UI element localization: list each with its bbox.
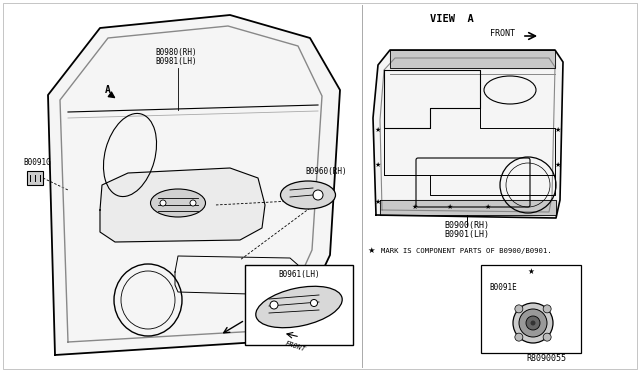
- Text: B0961(LH): B0961(LH): [278, 270, 320, 279]
- Circle shape: [160, 200, 166, 206]
- Text: ★: ★: [367, 246, 375, 255]
- Text: ★: ★: [412, 204, 418, 210]
- Text: ★: ★: [375, 162, 381, 168]
- Circle shape: [515, 333, 523, 341]
- Text: R8090055: R8090055: [526, 354, 566, 363]
- Circle shape: [526, 316, 540, 330]
- Circle shape: [310, 299, 317, 307]
- Text: B0091E: B0091E: [489, 283, 516, 292]
- Circle shape: [543, 333, 551, 341]
- FancyBboxPatch shape: [481, 265, 581, 353]
- Polygon shape: [390, 50, 555, 68]
- Text: ★: ★: [555, 127, 561, 133]
- Text: B0901(LH): B0901(LH): [445, 230, 490, 239]
- Text: FRONT: FRONT: [248, 315, 275, 334]
- Circle shape: [543, 305, 551, 313]
- Circle shape: [515, 305, 523, 313]
- Text: ★: ★: [527, 267, 534, 276]
- Text: ★: ★: [375, 127, 381, 133]
- Text: A: A: [105, 85, 111, 95]
- Circle shape: [313, 190, 323, 200]
- Text: MARK IS COMPONENT PARTS OF B0900/B0901.: MARK IS COMPONENT PARTS OF B0900/B0901.: [381, 248, 552, 254]
- FancyBboxPatch shape: [27, 171, 43, 185]
- Text: ★: ★: [447, 204, 453, 210]
- Ellipse shape: [280, 181, 335, 209]
- Polygon shape: [380, 200, 556, 215]
- Ellipse shape: [150, 189, 205, 217]
- Ellipse shape: [256, 286, 342, 328]
- Text: ★: ★: [375, 199, 381, 205]
- Text: FRONT: FRONT: [284, 340, 306, 352]
- Text: B0980(RH): B0980(RH): [155, 48, 196, 57]
- FancyBboxPatch shape: [245, 265, 353, 345]
- Text: VIEW  A: VIEW A: [430, 14, 474, 24]
- Circle shape: [513, 303, 553, 343]
- Circle shape: [531, 321, 536, 326]
- Text: ★: ★: [555, 162, 561, 168]
- Polygon shape: [100, 168, 265, 242]
- Text: ★: ★: [485, 204, 491, 210]
- Circle shape: [270, 301, 278, 309]
- Circle shape: [190, 200, 196, 206]
- Text: FRONT: FRONT: [490, 29, 515, 38]
- Text: B0900(RH): B0900(RH): [445, 221, 490, 230]
- Text: B0981(LH): B0981(LH): [155, 57, 196, 66]
- Text: B0091G: B0091G: [23, 158, 51, 167]
- Polygon shape: [373, 50, 563, 218]
- Circle shape: [519, 309, 547, 337]
- Polygon shape: [48, 15, 340, 355]
- Text: B0960(RH): B0960(RH): [305, 167, 347, 176]
